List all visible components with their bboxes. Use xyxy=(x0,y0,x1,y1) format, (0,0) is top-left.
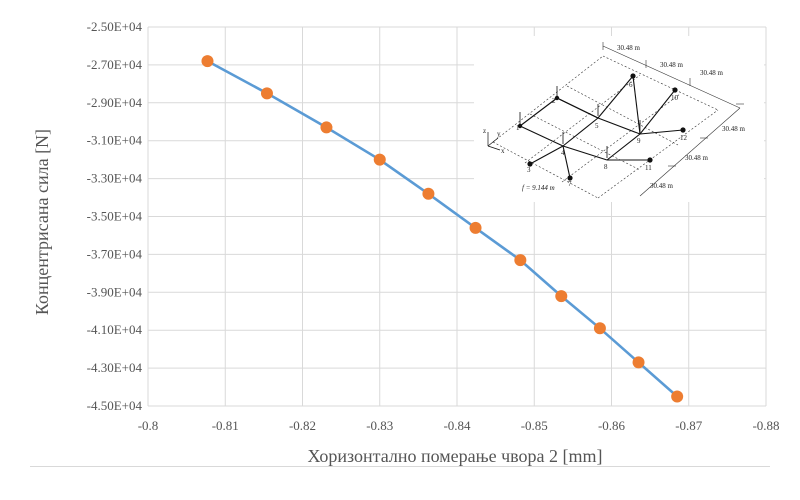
inset-structure-figure: z y x 1 2 3 4 5 6 7 8 9 10 11 12 30.48 m… xyxy=(474,36,764,202)
data-point xyxy=(671,390,684,403)
x-tick-label: -0.81 xyxy=(212,418,239,433)
inset-load-arrows xyxy=(519,86,641,158)
inset-axis-z: z xyxy=(483,127,486,135)
y-tick-label: -3.10E+04 xyxy=(87,133,143,148)
inset-dim-label: 30.48 m xyxy=(617,44,641,52)
y-tick-label: -2.50E+04 xyxy=(87,19,143,34)
inset-height-label: f = 9.144 m xyxy=(522,184,555,192)
inset-axis-x: x xyxy=(501,147,505,155)
inset-node-label: 9 xyxy=(637,137,641,145)
y-axis-title: Концентрисана сила [N] xyxy=(32,129,52,315)
inset-node-label: 8 xyxy=(604,163,608,171)
inset-axis-y: y xyxy=(497,130,501,138)
inset-node-label: 11 xyxy=(645,164,652,172)
data-point xyxy=(373,153,386,166)
y-tick-label: -3.70E+04 xyxy=(87,246,143,261)
inset-node-label: 4 xyxy=(561,149,565,157)
inset-dim-label: 30.48 m xyxy=(722,125,746,133)
x-tick-label: -0.88 xyxy=(752,418,779,433)
inset-node-label: 3 xyxy=(527,166,531,174)
data-point xyxy=(422,187,435,200)
x-axis-title: Хоризонтално померање чвора 2 [mm] xyxy=(307,446,602,466)
y-tick-label: -4.10E+04 xyxy=(87,322,143,337)
inset-dim-label: 30.48 m xyxy=(700,69,724,77)
inset-dim-label: 30.48 m xyxy=(650,182,674,190)
x-tick-label: -0.84 xyxy=(443,418,471,433)
y-tick-label: -3.90E+04 xyxy=(87,284,143,299)
y-tick-label: -4.30E+04 xyxy=(87,360,143,375)
data-point xyxy=(555,290,568,303)
x-tick-labels: -0.8 -0.81 -0.82 -0.83 -0.84 -0.85 -0.86 -0.87 -… xyxy=(138,418,780,433)
x-tick-label: -0.86 xyxy=(598,418,626,433)
y-tick-label: -4.50E+04 xyxy=(87,398,143,413)
inset-node-label: 2 xyxy=(552,97,556,105)
x-tick-label: -0.87 xyxy=(675,418,703,433)
inset-node-label: 6 xyxy=(629,81,633,89)
inset-grid xyxy=(492,55,719,199)
inset-dimension-lines xyxy=(602,42,744,197)
data-point xyxy=(260,87,273,100)
y-tick-label: -3.50E+04 xyxy=(87,209,143,224)
data-point xyxy=(201,55,214,68)
data-point xyxy=(320,121,333,134)
inset-dim-label: 30.48 m xyxy=(660,61,684,69)
data-point xyxy=(469,221,482,234)
y-tick-label: -2.90E+04 xyxy=(87,95,143,110)
y-tick-label: -3.30E+04 xyxy=(87,171,143,186)
inset-node-label: 1 xyxy=(516,124,520,132)
y-tick-label: -2.70E+04 xyxy=(87,57,143,72)
x-tick-label: -0.8 xyxy=(138,418,159,433)
divider xyxy=(30,466,770,467)
inset-node-label: 12 xyxy=(680,134,688,142)
inset-axes xyxy=(487,132,501,151)
inset-node-label: 7 xyxy=(568,180,572,188)
grid-lines xyxy=(147,26,767,407)
y-tick-labels: -2.50E+04 -2.70E+04 -2.90E+04 -3.10E+04 -3.3… xyxy=(87,19,143,413)
inset-truss-members xyxy=(519,75,684,179)
inset-dim-label: 30.48 m xyxy=(685,154,709,162)
x-tick-label: -0.82 xyxy=(289,418,316,433)
series-markers xyxy=(201,55,684,403)
inset-node-label: 10 xyxy=(671,94,679,102)
data-point xyxy=(514,254,527,267)
x-tick-label: -0.85 xyxy=(521,418,548,433)
data-point xyxy=(632,356,645,369)
inset-supports xyxy=(517,73,686,181)
inset-node-label: 5 xyxy=(595,122,599,130)
data-point xyxy=(593,322,606,335)
x-tick-label: -0.83 xyxy=(366,418,393,433)
